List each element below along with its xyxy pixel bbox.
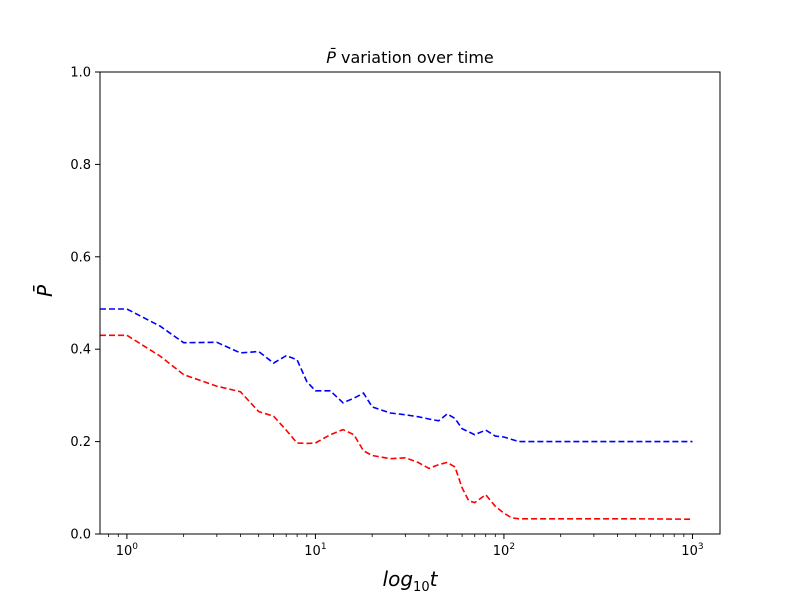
- y-tick-label-0: 0.0: [70, 528, 91, 543]
- series-line-1: [100, 308, 693, 443]
- x-tick-label-1: 101: [304, 542, 326, 559]
- x-axis-label-main: log: [383, 567, 414, 591]
- y-tick-label-4: 0.8: [70, 158, 91, 173]
- x-axis: 100 101 102 103: [108, 534, 704, 559]
- y-axis: 0.0 0.2 0.4 0.6 0.8 1.0: [70, 66, 100, 543]
- y-axis-label: P̄: [32, 284, 57, 297]
- series-line-2: [100, 334, 693, 520]
- y-tick-label-2: 0.4: [70, 343, 91, 358]
- plot-area: [100, 308, 693, 520]
- chart-title-symbol: P̄: [326, 48, 336, 67]
- x-axis-label: log10t: [383, 567, 439, 595]
- y-tick-label-1: 0.2: [70, 435, 91, 450]
- x-axis-label-variable: t: [430, 567, 439, 591]
- y-tick-label-3: 0.6: [70, 250, 91, 265]
- chart-title: P̄ variation over time: [326, 48, 494, 67]
- x-axis-label-subscript: 10: [413, 580, 430, 595]
- x-tick-label-3: 103: [681, 542, 703, 559]
- x-tick-label-2: 102: [493, 542, 515, 559]
- y-tick-label-5: 1.0: [70, 66, 91, 81]
- chart-title-text: variation over time: [336, 48, 494, 67]
- plot-frame: [99, 71, 721, 535]
- x-tick-label-0: 100: [116, 542, 139, 559]
